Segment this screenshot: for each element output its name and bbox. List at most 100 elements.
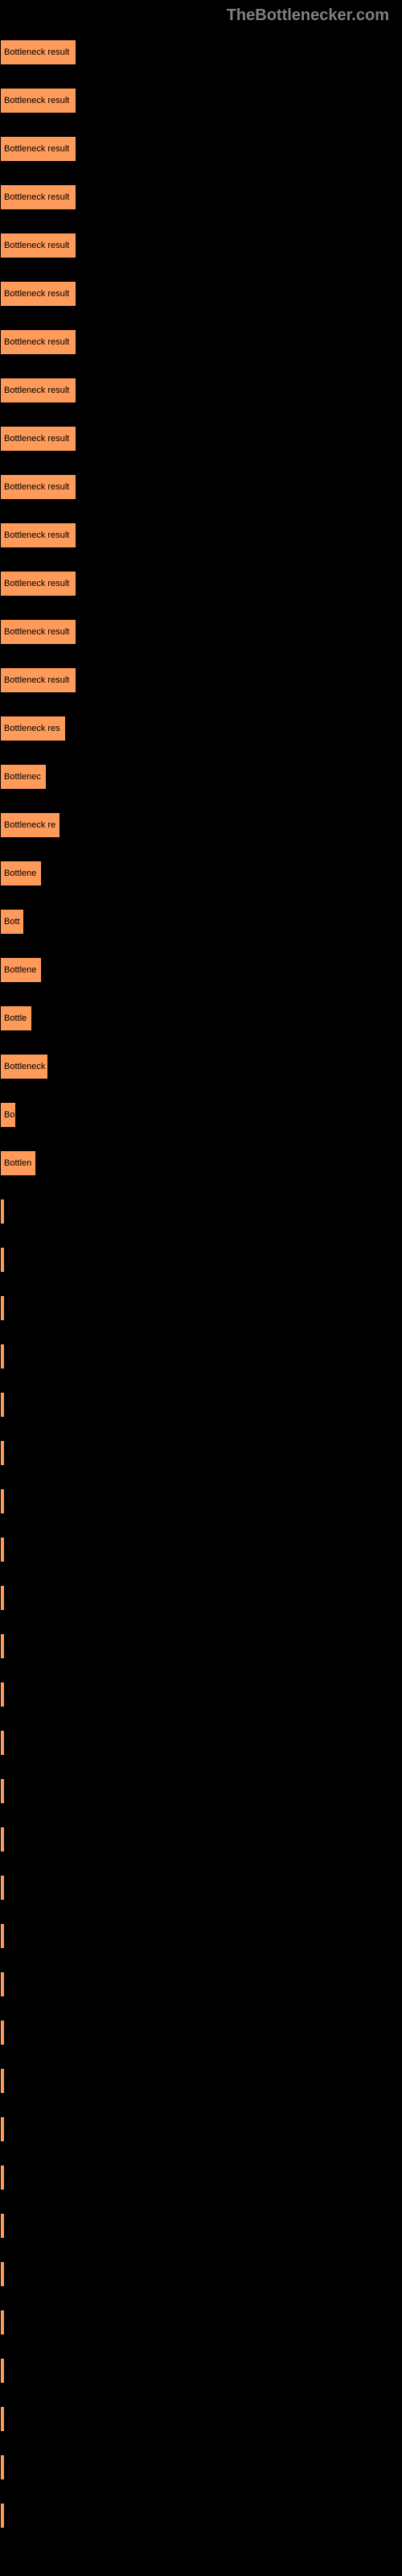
bar: [0, 1344, 5, 1369]
bar-label: Bottlen: [4, 1158, 31, 1168]
bar: [0, 2358, 5, 2384]
bar: [0, 1682, 5, 1707]
bar-label: Bottleneck re: [4, 820, 55, 830]
bar-row: Bo: [0, 1094, 402, 1136]
bar-label: Bottleneck res: [4, 724, 60, 733]
bar: [0, 1295, 5, 1321]
bar-row: Bottleneck result: [0, 611, 402, 653]
bar-label: Bottleneck result: [4, 386, 69, 395]
bar-label: Bottleneck result: [4, 530, 69, 540]
bar: Bottleneck res: [0, 716, 66, 741]
bar-row: [0, 1480, 402, 1522]
bar-label: Bottleneck result: [4, 675, 69, 685]
bar-row: [0, 1432, 402, 1474]
bar: [0, 1730, 5, 1756]
bar-row: Bottleneck result: [0, 273, 402, 315]
bar-row: [0, 2446, 402, 2488]
bar-row: Bottle: [0, 997, 402, 1039]
bar: Bottleneck result: [0, 474, 76, 500]
bar-row: Bottlene: [0, 852, 402, 894]
bar: [0, 2503, 5, 2529]
bar-row: [0, 2398, 402, 2440]
bar-label: Bottleneck result: [4, 627, 69, 637]
bar-row: Bottleneck result: [0, 321, 402, 363]
bar: [0, 1827, 5, 1852]
bar: [0, 2020, 5, 2046]
bar-row: Bottleneck result: [0, 418, 402, 460]
bar: Bo: [0, 1102, 16, 1128]
bar-row: [0, 2108, 402, 2150]
bar-row: [0, 1867, 402, 1909]
bar: [0, 2310, 5, 2335]
bar-row: Bottleneck result: [0, 563, 402, 605]
bar-row: Bottleneck result: [0, 31, 402, 73]
bar: [0, 1585, 5, 1611]
bar-label: Bottleneck result: [4, 241, 69, 250]
bar: Bottleneck result: [0, 667, 76, 693]
bar-row: Bottleneck result: [0, 514, 402, 556]
bar-label: Bottlene: [4, 869, 36, 878]
bar-label: Bottleneck result: [4, 434, 69, 444]
bar-row: [0, 1674, 402, 1715]
bar-row: [0, 1577, 402, 1619]
bar: Bott: [0, 909, 24, 935]
bar-row: [0, 1625, 402, 1667]
bar-row: [0, 1191, 402, 1232]
bar: [0, 1440, 5, 1466]
bar: [0, 2454, 5, 2480]
bar: Bottleneck re: [0, 812, 60, 838]
bar: [0, 1488, 5, 1514]
bar: [0, 1633, 5, 1659]
bar-row: Bottlenec: [0, 756, 402, 798]
bar: [0, 1875, 5, 1901]
bar: [0, 1247, 5, 1273]
bar: Bottleneck: [0, 1054, 48, 1080]
bar: [0, 1199, 5, 1224]
bar: [0, 2116, 5, 2142]
bar-label: Bottleneck: [4, 1062, 45, 1071]
bar-row: [0, 2350, 402, 2392]
bar: [0, 1971, 5, 1997]
bar-row: [0, 1915, 402, 1957]
bar-row: Bottleneck result: [0, 176, 402, 218]
bar-label: Bo: [4, 1110, 14, 1120]
bar: Bottleneck result: [0, 281, 76, 307]
bar-row: [0, 2012, 402, 2054]
bar-row: [0, 2253, 402, 2295]
bar: Bottleneck result: [0, 522, 76, 548]
bar-row: Bottleneck re: [0, 804, 402, 846]
bar-label: Bottle: [4, 1013, 27, 1023]
bar: Bottlenec: [0, 764, 47, 790]
bar-chart: Bottleneck result Bottleneck result Bottle…: [0, 31, 402, 2537]
bar: Bottleneck result: [0, 88, 76, 114]
bar-row: Bottleneck result: [0, 225, 402, 266]
bar-row: Bottleneck result: [0, 369, 402, 411]
bar-row: Bottleneck result: [0, 128, 402, 170]
bar-row: [0, 2495, 402, 2537]
bar-row: [0, 2060, 402, 2102]
bar-row: Bottleneck result: [0, 466, 402, 508]
bar: Bottlen: [0, 1150, 36, 1176]
bar-label: Bottleneck result: [4, 192, 69, 202]
bar-row: [0, 1770, 402, 1812]
bar-row: Bottlen: [0, 1142, 402, 1184]
bar: Bottlene: [0, 861, 42, 886]
bar: Bottleneck result: [0, 426, 76, 452]
bar-label: Bottleneck result: [4, 579, 69, 588]
bar-row: [0, 2301, 402, 2343]
bar: Bottlene: [0, 957, 42, 983]
bar-row: [0, 1722, 402, 1764]
bar-label: Bott: [4, 917, 20, 927]
bar-row: Bottleneck: [0, 1046, 402, 1088]
bar-row: Bottlene: [0, 949, 402, 991]
site-header: TheBottlenecker.com: [0, 0, 402, 31]
bar: [0, 1537, 5, 1563]
bar: Bottleneck result: [0, 184, 76, 210]
bar: Bottleneck result: [0, 136, 76, 162]
bar-row: Bottleneck result: [0, 659, 402, 701]
bar-label: Bottlene: [4, 965, 36, 975]
bar: Bottleneck result: [0, 329, 76, 355]
bar: [0, 2068, 5, 2094]
bar-label: Bottleneck result: [4, 482, 69, 492]
bar: Bottleneck result: [0, 378, 76, 403]
